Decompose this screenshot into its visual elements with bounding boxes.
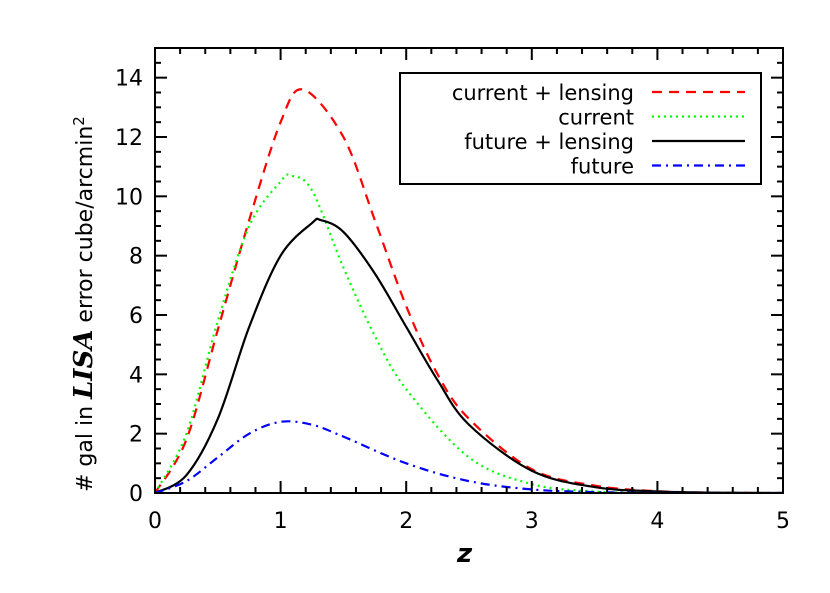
y-tick-label: 0	[129, 482, 143, 507]
y-axis-label: # gal in LISA error cube/arcmin2	[69, 116, 99, 492]
y-tick-label: 8	[129, 245, 143, 270]
series-line-1	[155, 173, 783, 493]
x-tick-label: 0	[148, 509, 162, 534]
x-tick-label: 3	[525, 509, 539, 534]
x-tick-label: 2	[399, 509, 413, 534]
x-tick-label: 4	[650, 509, 664, 534]
legend-label: future + lensing	[464, 130, 634, 154]
x-axis-label: z	[456, 539, 473, 569]
series-line-3	[155, 420, 783, 493]
legend-label: current + lensing	[452, 81, 634, 105]
y-axis-label-part: 2	[70, 116, 88, 126]
y-tick-label: 14	[115, 67, 143, 92]
y-tick-label: 10	[115, 185, 143, 210]
series-line-0	[155, 88, 783, 493]
y-tick-label: 12	[115, 126, 143, 151]
y-tick-label: 6	[129, 304, 143, 329]
y-axis-label-part: LISA	[69, 330, 99, 400]
x-tick-label: 5	[776, 509, 790, 534]
y-tick-label: 4	[129, 363, 143, 388]
y-axis-label-part: error cube/arcmin	[73, 126, 98, 330]
legend-label: future	[571, 155, 634, 179]
legend-label: current	[558, 106, 634, 130]
y-tick-label: 2	[129, 423, 143, 448]
y-axis-label-part: # gal in	[73, 399, 98, 492]
series-line-2	[155, 217, 783, 493]
x-tick-label: 1	[274, 509, 288, 534]
